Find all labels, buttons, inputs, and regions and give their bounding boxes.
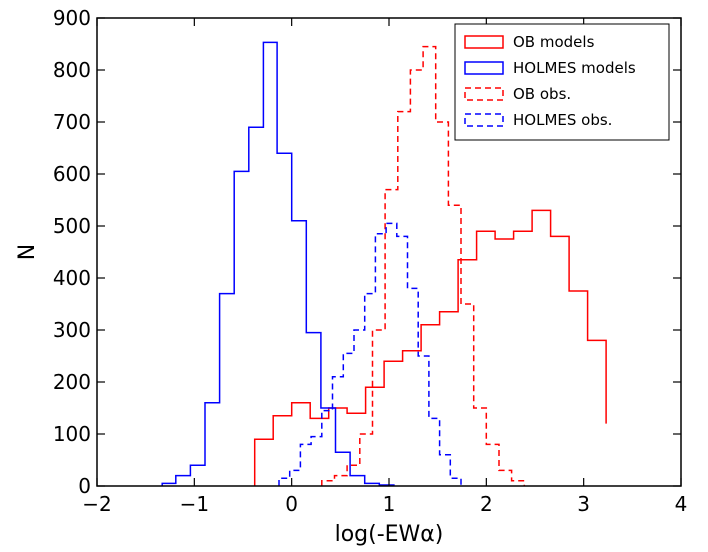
legend-swatch xyxy=(464,35,504,49)
x-tick-label: 1 xyxy=(383,492,396,516)
x-tick-label: −1 xyxy=(180,492,209,516)
series-ob-obs xyxy=(321,45,526,486)
x-tick-label: −2 xyxy=(82,492,111,516)
y-tick-label: 200 xyxy=(53,370,91,394)
x-tick-label: 4 xyxy=(675,492,688,516)
y-axis-label: N xyxy=(15,244,40,260)
legend-label: OB models xyxy=(513,33,595,51)
series-layer xyxy=(161,41,607,486)
ticks-layer xyxy=(96,17,682,487)
x-tick-label: 0 xyxy=(285,492,298,516)
y-tick-label: 100 xyxy=(53,422,91,446)
legend: OB models HOLMES models OB obs. HOLMES obs. xyxy=(454,23,670,141)
y-tick-label: 500 xyxy=(53,214,91,238)
legend-label: OB obs. xyxy=(513,85,571,103)
x-tick-label: 3 xyxy=(577,492,590,516)
y-tick-label: 800 xyxy=(53,58,91,82)
y-tick-label: 300 xyxy=(53,318,91,342)
x-axis-label: log(-EWα) xyxy=(335,522,444,547)
series-ob-models xyxy=(253,209,607,486)
tick-labels-layer: −2 −1 0 1 2 3 4 0 100 200 300 400 500 600 700 800 900 xyxy=(53,6,688,516)
legend-label: HOLMES obs. xyxy=(513,111,612,129)
y-tick-label: 700 xyxy=(53,110,91,134)
legend-label: HOLMES models xyxy=(513,59,636,77)
y-tick-label: 900 xyxy=(53,6,91,30)
legend-swatch xyxy=(464,87,504,101)
legend-swatch xyxy=(464,61,504,75)
legend-box xyxy=(454,23,670,141)
series-holmes-models xyxy=(161,41,395,486)
y-tick-label: 600 xyxy=(53,162,91,186)
series-holmes-obs xyxy=(278,222,462,486)
legend-swatch xyxy=(464,113,504,127)
x-tick-label: 2 xyxy=(480,492,493,516)
y-tick-label: 400 xyxy=(53,266,91,290)
y-tick-label: 0 xyxy=(78,474,91,498)
